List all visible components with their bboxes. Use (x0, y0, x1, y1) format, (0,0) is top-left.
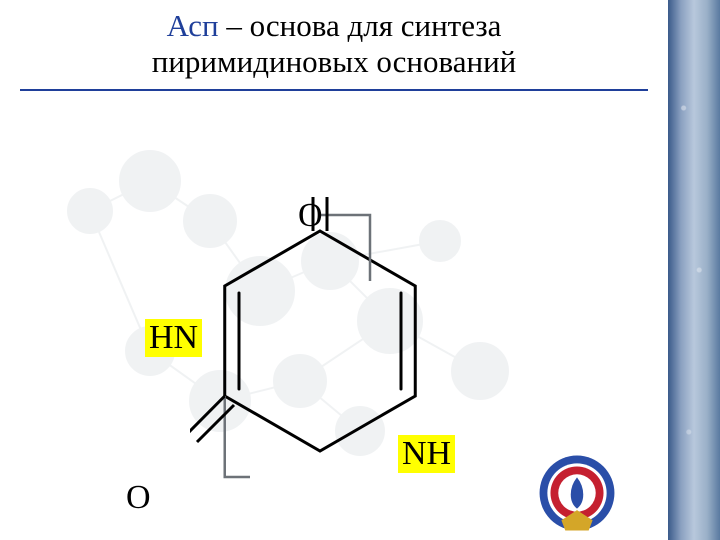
atom-label-o-left: O (122, 479, 155, 517)
title-rest1: основа для синтеза (250, 8, 502, 43)
atom-label-o-top: O (294, 197, 327, 235)
main-area: Асп – основа для синтеза пиримидиновых о… (0, 0, 668, 540)
title-line2: пиримидиновых оснований (152, 44, 517, 79)
decorative-sidebar (668, 0, 720, 540)
slide-title: Асп – основа для синтеза пиримидиновых о… (30, 8, 638, 79)
slide: Асп – основа для синтеза пиримидиновых о… (0, 0, 720, 540)
institution-seal-icon (538, 454, 616, 532)
diagram-area: O HN NH O (0, 91, 668, 511)
title-accent: Асп (167, 8, 219, 43)
title-block: Асп – основа для синтеза пиримидиновых о… (0, 0, 668, 85)
atom-label-nh: NH (398, 435, 455, 473)
atom-label-hn: HN (145, 319, 202, 357)
title-sep: – (219, 8, 250, 43)
